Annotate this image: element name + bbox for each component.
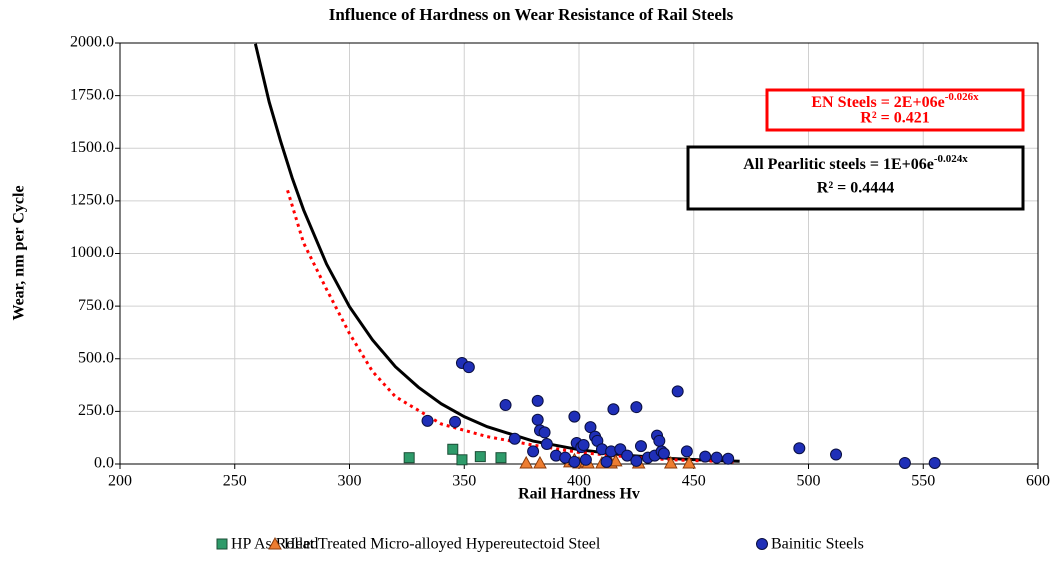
marker-circle <box>634 440 647 453</box>
marker-triangle <box>608 453 623 467</box>
marker-circle <box>630 401 643 414</box>
marker-circle <box>449 415 462 428</box>
marker-circle <box>508 432 521 445</box>
annotation-r2: R² = 0.421 <box>860 110 929 127</box>
x-tick-label: 250 <box>223 473 247 490</box>
equation-exponent: -0.026x <box>945 91 979 103</box>
trendline <box>286 189 736 464</box>
equation-text: All Pearlitic steels = 1E+06e <box>743 156 934 173</box>
marker-square <box>447 443 459 455</box>
marker-circle <box>630 454 643 467</box>
annotation-equation: EN Steels = 2E+06e-0.026x <box>811 91 979 111</box>
marker-circle <box>699 450 712 463</box>
marker-circle <box>653 434 666 447</box>
x-tick-label: 350 <box>452 473 476 490</box>
y-tick-label: 0.0 <box>94 455 114 472</box>
x-tick-label: 300 <box>338 473 362 490</box>
marker-square <box>456 454 468 466</box>
marker-triangle <box>663 455 678 469</box>
x-axis-label: Rail Hardness Hv <box>518 486 640 503</box>
marker-circle <box>462 361 475 374</box>
marker-circle <box>710 451 723 464</box>
chart-title: Influence of Hardness on Wear Resistance… <box>329 5 734 24</box>
marker-triangle <box>682 455 697 469</box>
marker-square <box>495 452 507 464</box>
marker-triangle <box>268 536 282 550</box>
marker-circle <box>928 456 941 469</box>
annotation-r2: R² = 0.4444 <box>817 180 894 197</box>
marker-circle <box>540 438 553 451</box>
y-tick-label: 1250.0 <box>70 192 114 209</box>
marker-circle <box>793 442 806 455</box>
marker-circle <box>657 447 670 460</box>
marker-circle <box>671 385 684 398</box>
annotation-box <box>765 88 1025 132</box>
marker-square <box>216 538 228 550</box>
marker-square <box>474 451 486 463</box>
equation-exponent: -0.024x <box>934 153 968 165</box>
x-tick-label: 400 <box>567 473 591 490</box>
y-tick-label: 500.0 <box>78 349 114 366</box>
y-tick-label: 1000.0 <box>70 244 114 261</box>
y-tick-label: 1750.0 <box>70 86 114 103</box>
legend-label: Bainitic Steels <box>771 536 864 553</box>
marker-circle <box>421 414 434 427</box>
marker-circle <box>756 538 768 550</box>
y-axis-label: Wear, nm per Cycle <box>11 185 28 320</box>
legend-label: Heat Treated Micro-alloyed Hypereutectoi… <box>284 536 601 553</box>
y-tick-label: 1500.0 <box>70 139 114 156</box>
equation-text: EN Steels = 2E+06e <box>811 94 944 111</box>
trendline <box>253 43 740 463</box>
x-tick-label: 500 <box>797 473 821 490</box>
marker-circle <box>621 449 634 462</box>
x-tick-label: 200 <box>108 473 132 490</box>
marker-circle <box>680 445 693 458</box>
marker-circle <box>538 426 551 439</box>
x-tick-label: 550 <box>911 473 935 490</box>
marker-triangle <box>519 455 534 469</box>
annotation-equation: All Pearlitic steels = 1E+06e-0.024x <box>743 153 968 173</box>
marker-circle <box>579 453 592 466</box>
marker-circle <box>531 394 544 407</box>
marker-circle <box>898 456 911 469</box>
marker-circle <box>499 399 512 412</box>
x-tick-label: 600 <box>1026 473 1050 490</box>
y-tick-label: 2000.0 <box>70 34 114 51</box>
marker-circle <box>722 452 735 465</box>
y-tick-label: 250.0 <box>78 402 114 419</box>
marker-circle <box>830 448 843 461</box>
y-tick-label: 750.0 <box>78 297 114 314</box>
marker-circle <box>607 403 620 416</box>
annotation-box <box>686 145 1025 211</box>
marker-circle <box>527 445 540 458</box>
marker-triangle <box>533 455 547 469</box>
marker-circle <box>531 413 544 426</box>
marker-circle <box>568 455 581 468</box>
marker-circle <box>577 439 590 452</box>
marker-circle <box>584 421 597 434</box>
marker-square <box>403 452 415 464</box>
x-tick-label: 450 <box>682 473 706 490</box>
marker-circle <box>600 455 613 468</box>
marker-circle <box>568 410 581 423</box>
